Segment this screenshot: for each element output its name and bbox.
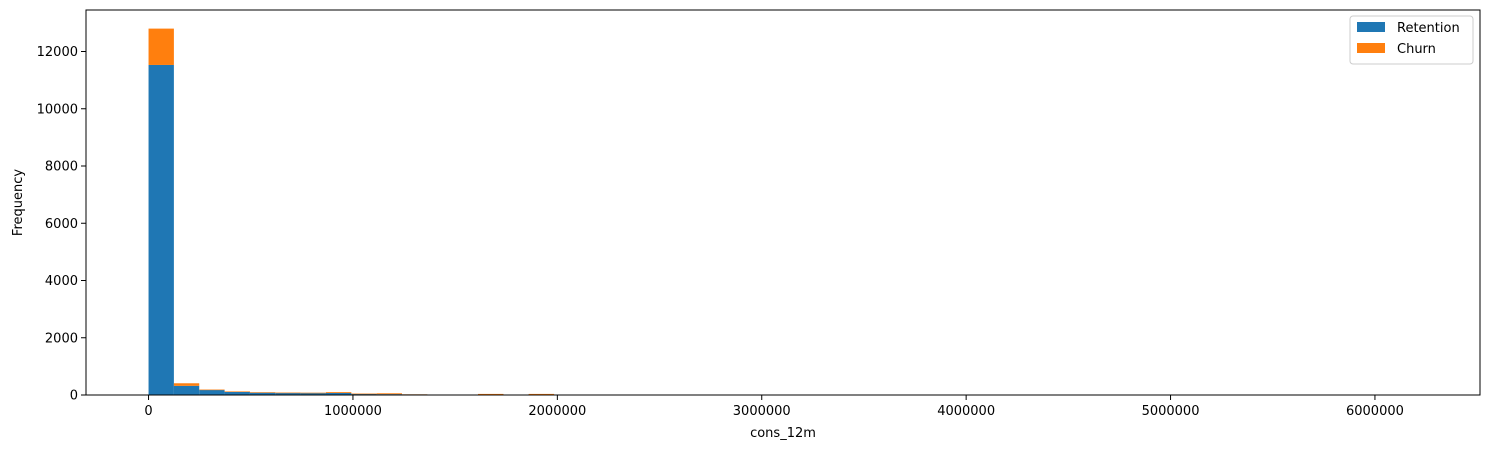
y-axis-ticks: 0 2000 4000 6000 8000 10000 12000 xyxy=(37,45,86,404)
y-axis-label: Frequency xyxy=(11,169,26,236)
bar-churn-9 xyxy=(376,393,403,395)
bar-churn-5 xyxy=(275,392,301,394)
bar-retention-5 xyxy=(275,392,301,395)
x-tick-label: 5000000 xyxy=(1142,404,1200,419)
bar-churn-13 xyxy=(478,393,504,395)
bar-churn-4 xyxy=(249,392,276,393)
bar-retention-6 xyxy=(300,392,326,395)
legend: Retention Churn xyxy=(1349,15,1474,65)
x-tick-label: 2000000 xyxy=(528,404,586,419)
y-tick-label: 0 xyxy=(70,389,78,404)
x-axis-ticks: 0 1000000 2000000 3000000 4000000 5000000 6000… xyxy=(144,395,1404,419)
bar-retention-3 xyxy=(224,391,250,395)
legend-swatch-churn xyxy=(1357,43,1385,53)
legend-label-churn: Churn xyxy=(1397,42,1436,57)
bar-churn-7 xyxy=(325,392,352,393)
bar-churn-8 xyxy=(351,393,377,395)
bar-retention-1 xyxy=(173,385,200,395)
bar-retention-0 xyxy=(148,64,174,395)
bar-churn-6 xyxy=(300,392,326,394)
bar-churn-1 xyxy=(173,383,200,386)
x-tick-label: 1000000 xyxy=(324,404,382,419)
bar-churn-0 xyxy=(148,28,174,65)
x-tick-label: 3000000 xyxy=(733,404,791,419)
y-tick-label: 8000 xyxy=(45,160,78,175)
bar-churn-15 xyxy=(528,393,555,395)
axes-frame xyxy=(85,9,1481,396)
bar-retention-2 xyxy=(199,389,225,395)
bar-retention-4 xyxy=(249,392,276,395)
y-tick-label: 12000 xyxy=(37,45,78,60)
y-tick-label: 10000 xyxy=(37,102,78,117)
x-tick-label: 4000000 xyxy=(937,404,995,419)
y-tick-label: 6000 xyxy=(45,217,78,232)
legend-label-retention: Retention xyxy=(1397,21,1460,36)
bar-retention-8 xyxy=(351,393,377,395)
bar-churn-3 xyxy=(224,391,250,393)
x-tick-label: 6000000 xyxy=(1346,404,1404,419)
bar-churn-2 xyxy=(199,389,225,391)
x-tick-label: 0 xyxy=(144,404,152,419)
legend-swatch-retention xyxy=(1357,22,1385,32)
bars-layer xyxy=(148,28,1416,396)
y-tick-label: 4000 xyxy=(45,274,78,289)
bar-retention-7 xyxy=(325,392,352,395)
x-axis-label: cons_12m xyxy=(750,426,816,441)
y-tick-label: 2000 xyxy=(45,331,78,346)
